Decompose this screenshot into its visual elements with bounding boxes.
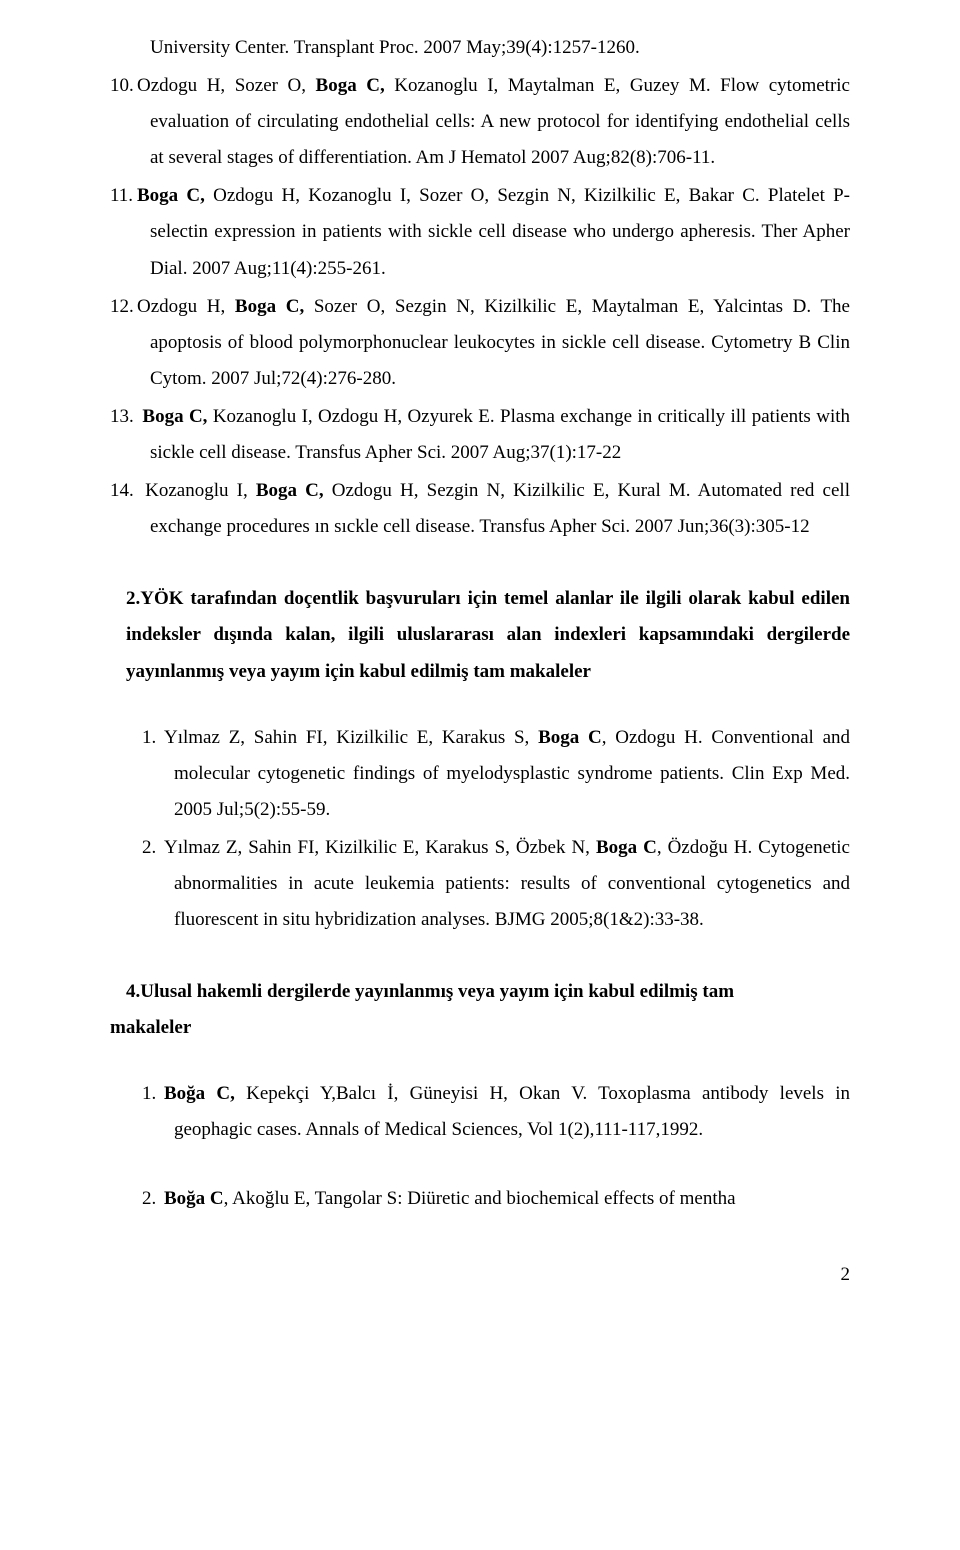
ref-item-13: 13. Boga C, Kozanoglu I, Ozdogu H, Ozyur… — [110, 399, 850, 471]
ref-number: 12. — [110, 289, 137, 325]
item-author-bold: Boğa C — [164, 1188, 224, 1209]
ref-text: Ozdogu H, Sozer O, — [137, 75, 316, 96]
item-text: Kepekçi Y,Balcı İ, Güneyisi H, Okan V. T… — [174, 1083, 850, 1140]
ref-text: Ozdogu H, Kozanoglu I, Sozer O, Sezgin N… — [150, 185, 850, 278]
ref-author-bold: Boga C, — [137, 185, 205, 206]
item-number: 1. — [142, 1076, 164, 1112]
ref-author-bold: Boga C, — [137, 406, 207, 427]
section-4-item-2: 2.Boğa C, Akoğlu E, Tangolar S: Diüretic… — [142, 1181, 850, 1217]
item-number: 2. — [142, 830, 164, 866]
ref-text: Kozanoglu I, Ozdogu H, Ozyurek E. Plasma… — [150, 406, 850, 463]
ref-number: 13. — [110, 399, 137, 435]
section-2-item-1: 1.Yılmaz Z, Sahin FI, Kizilkilic E, Kara… — [142, 720, 850, 828]
section-4-list: 1.Boğa C, Kepekçi Y,Balcı İ, Güneyisi H,… — [110, 1076, 850, 1216]
ref-fragment: University Center. Transplant Proc. 2007… — [110, 30, 850, 66]
ref-text: Kozanoglu I, — [137, 480, 256, 501]
item-text: Yılmaz Z, Sahin FI, Kizilkilic E, Karaku… — [164, 727, 538, 748]
item-text: Yılmaz Z, Sahin FI, Kizilkilic E, Karaku… — [164, 837, 596, 858]
document-page: University Center. Transplant Proc. 2007… — [0, 0, 960, 1313]
ref-item-11: 11.Boga C, Ozdogu H, Kozanoglu I, Sozer … — [110, 178, 850, 286]
ref-item-10: 10.Ozdogu H, Sozer O, Boga C, Kozanoglu … — [110, 68, 850, 176]
section-4-heading: 4.Ulusal hakemli dergilerde yayınlanmış … — [110, 974, 850, 1046]
item-text: , Akoğlu E, Tangolar S: Diüretic and bio… — [224, 1188, 736, 1209]
ref-text: Ozdogu H, — [137, 296, 235, 317]
ref-author-bold: Boga C, — [256, 480, 324, 501]
section-4-item-1: 1.Boğa C, Kepekçi Y,Balcı İ, Güneyisi H,… — [142, 1076, 850, 1148]
ref-author-bold: Boga C, — [235, 296, 304, 317]
item-number: 2. — [142, 1181, 164, 1217]
heading-line-2: makaleler — [110, 1010, 850, 1046]
ref-text: University Center. Transplant Proc. 2007… — [150, 37, 640, 58]
item-number: 1. — [142, 720, 164, 756]
spacer — [142, 1151, 850, 1181]
ref-item-14: 14. Kozanoglu I, Boga C, Ozdogu H, Sezgi… — [110, 473, 850, 545]
ref-author-bold: Boga C, — [316, 75, 385, 96]
heading-text: 2.YÖK tarafından doçentlik başvuruları i… — [126, 588, 850, 681]
heading-line-1: 4.Ulusal hakemli dergilerde yayınlanmış … — [126, 974, 850, 1010]
item-author-bold: Boga C — [596, 837, 657, 858]
ref-item-12: 12.Ozdogu H, Boga C, Sozer O, Sezgin N, … — [110, 289, 850, 397]
page-number-value: 2 — [841, 1264, 851, 1285]
section-2-list: 1.Yılmaz Z, Sahin FI, Kizilkilic E, Kara… — [110, 720, 850, 939]
section-2-heading: 2.YÖK tarafından doçentlik başvuruları i… — [110, 581, 850, 689]
page-number: 2 — [110, 1257, 850, 1293]
item-author-bold: Boğa C, — [164, 1083, 235, 1104]
ref-number: 10. — [110, 68, 137, 104]
ref-number: 14. — [110, 473, 137, 509]
section-2-item-2: 2.Yılmaz Z, Sahin FI, Kizilkilic E, Kara… — [142, 830, 850, 938]
ref-number: 11. — [110, 178, 137, 214]
item-author-bold: Boga C — [538, 727, 602, 748]
